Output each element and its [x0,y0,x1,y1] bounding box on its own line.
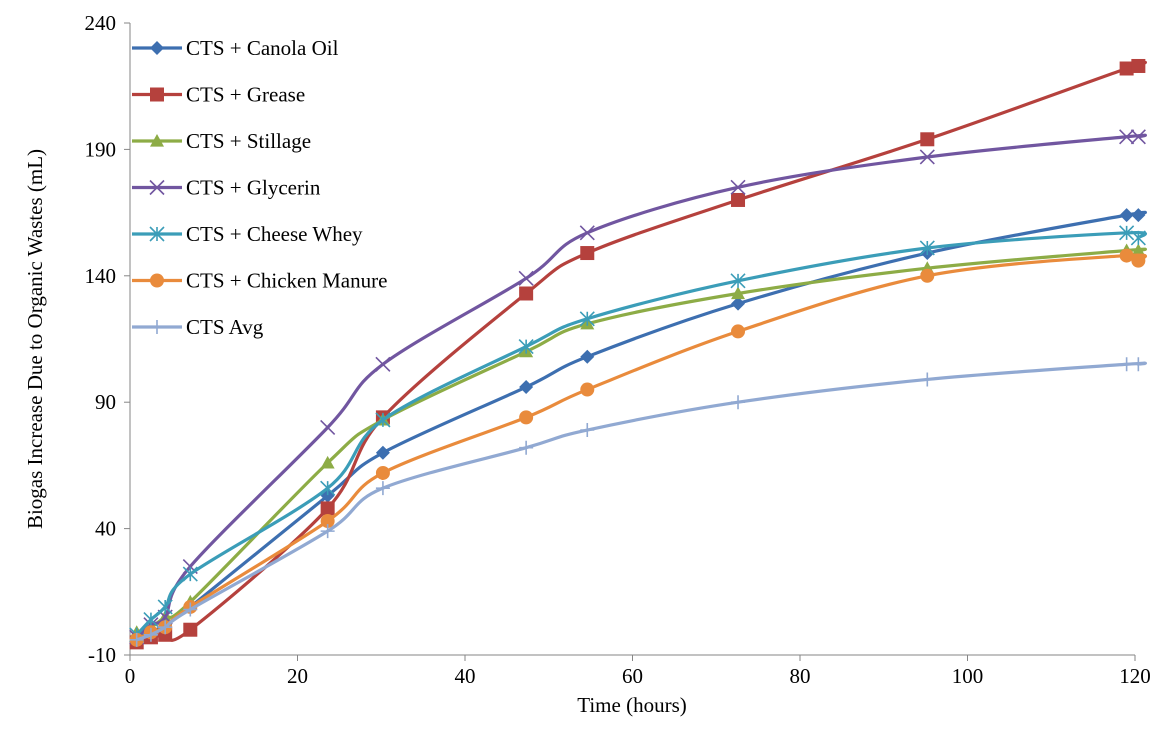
x-tick-label: 60 [622,664,643,688]
marker [580,350,594,364]
marker [183,623,197,637]
legend-label: CTS + Chicken Manure [186,269,387,293]
legend-label: CTS + Cheese Whey [186,222,363,246]
y-tick-label: -10 [88,643,116,667]
marker [519,441,533,455]
marker [519,286,533,300]
marker [321,501,335,515]
y-tick-label: 90 [95,390,116,414]
marker [519,380,533,394]
marker [731,193,745,207]
marker [580,246,594,260]
y-tick-label: 140 [85,264,117,288]
x-tick-label: 80 [790,664,811,688]
marker [1131,254,1145,268]
x-tick-label: 40 [455,664,476,688]
marker [1131,231,1145,245]
legend-label: CTS + Stillage [186,129,311,153]
series-line [137,233,1146,635]
marker [519,340,533,354]
x-axis-title: Time (hours) [577,693,686,717]
y-tick-label: 190 [85,137,117,161]
marker [150,88,164,102]
marker [376,357,390,371]
marker [1131,357,1145,371]
legend-label: CTS + Grease [186,83,305,107]
marker [920,132,934,146]
marker [580,226,594,240]
x-tick-label: 0 [125,664,136,688]
y-axis-title: Biogas Increase Due to Organic Wastes (m… [23,149,47,529]
marker [920,372,934,386]
marker [920,269,934,283]
marker [519,271,533,285]
marker [731,395,745,409]
chart: Time (hours) Biogas Increase Due to Orga… [0,0,1174,724]
marker [376,446,390,460]
marker [321,420,335,434]
marker [376,466,390,480]
y-tick-label: 40 [95,517,116,541]
x-tick-label: 20 [287,664,308,688]
x-tick-label: 120 [1119,664,1151,688]
series-line [137,249,1146,632]
marker [731,324,745,338]
y-tick-label: 240 [85,11,117,35]
marker [150,41,164,55]
legend-label: CTS Avg [186,315,264,339]
marker [150,320,164,334]
marker [1131,208,1145,222]
marker [580,423,594,437]
legend-label: CTS + Canola Oil [186,36,339,60]
marker [519,410,533,424]
series-line [137,135,1146,637]
marker [580,383,594,397]
marker [150,274,164,288]
legend-label: CTS + Glycerin [186,176,321,200]
marker [321,481,335,495]
x-tick-label: 100 [952,664,984,688]
marker [1131,59,1145,73]
marker [376,481,390,495]
